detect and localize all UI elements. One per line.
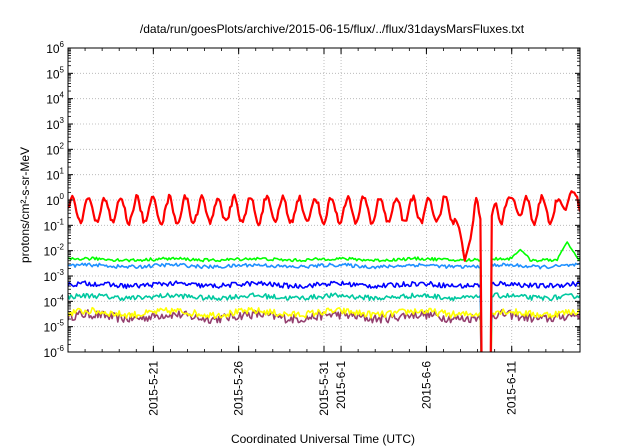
series-line [68,241,580,352]
series-line [68,262,580,352]
y-tick-label: 102 [46,141,64,157]
series-line [68,306,580,352]
y-tick-label: 105 [46,65,64,81]
x-tick-label: 2015-6-1 [334,361,348,409]
y-tick-label: 104 [46,91,64,107]
chart-title: /data/run/goesPlots/archive/2015-06-15/f… [140,22,525,36]
y-tick-label: 10-2 [44,243,65,259]
y-tick-label: 100 [46,192,64,208]
series-line [68,190,580,352]
y-tick-label: 101 [46,167,64,183]
y-tick-label: 10-4 [44,293,65,309]
axes: 10-6 10-5 10-4 10-3 10-2 10-1 100 101 102 103 104 1… [44,40,581,416]
y-tick-label: 10-5 [44,319,65,335]
y-tick-label: 10-3 [44,268,65,284]
x-tick-label: 2015-6-11 [505,361,519,415]
y-tick-label: 106 [46,40,64,56]
x-axis-label: Coordinated Universal Time (UTC) [231,432,415,446]
series-group [68,190,580,352]
grid [68,48,580,352]
x-tick-label: 2015-5-31 [317,361,331,416]
y-tick-label: 10-6 [44,344,65,360]
y-tick-label: 103 [46,116,64,132]
y-tick-label: 10-1 [44,217,65,233]
x-tick-label: 2015-5-21 [146,361,160,416]
x-tick-label: 2015-5-26 [232,361,246,416]
plot-frame [67,47,581,353]
series-line [68,292,580,352]
y-axis-label: protons/cm²-s-sr-MeV [18,147,32,263]
x-tick-label: 2015-6-6 [419,361,433,409]
series-line [68,280,580,352]
